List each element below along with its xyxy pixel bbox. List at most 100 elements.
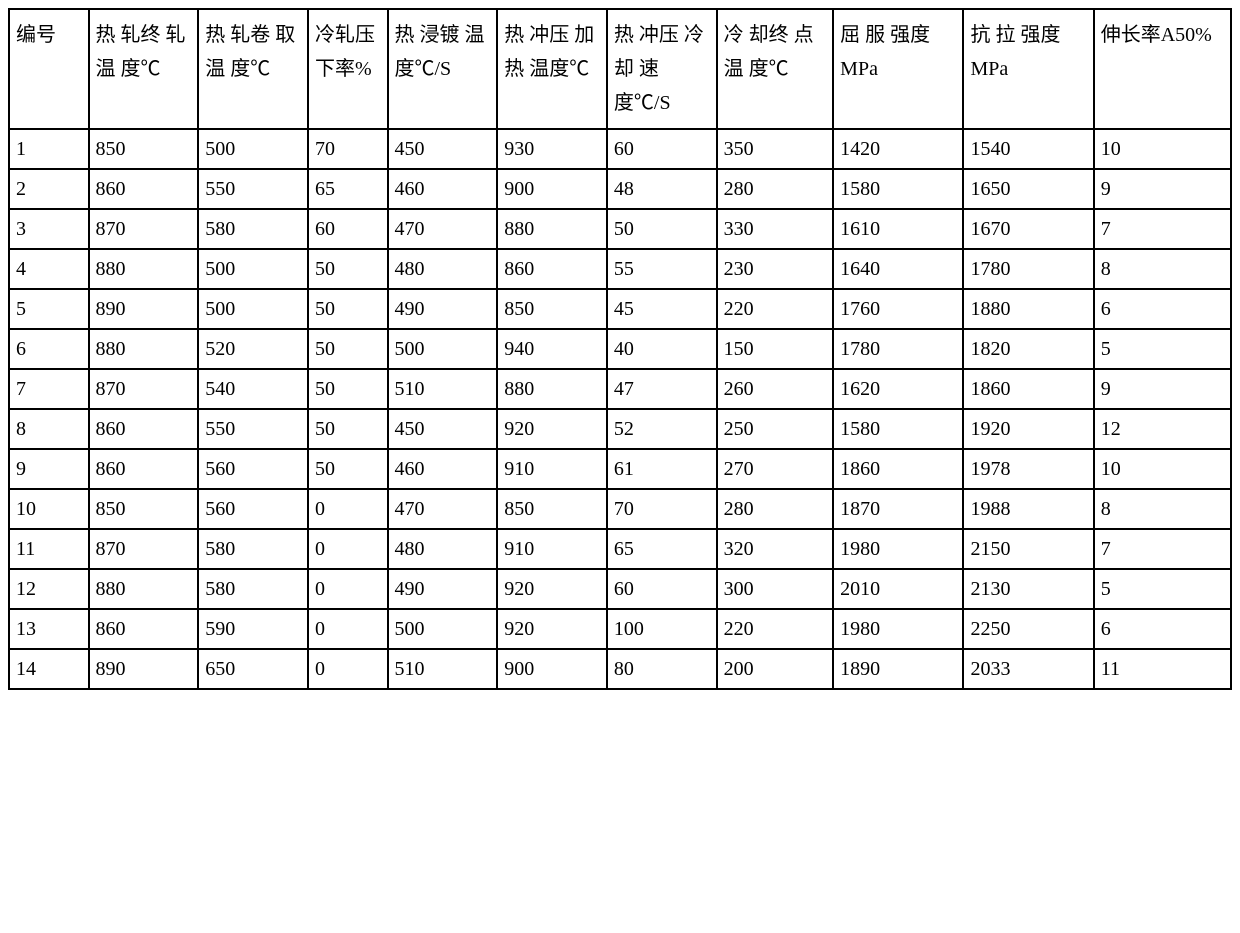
table-cell: 560: [198, 489, 308, 529]
table-cell: 920: [497, 409, 607, 449]
table-cell: 470: [388, 489, 498, 529]
table-cell: 890: [89, 649, 199, 689]
table-row: 12880580049092060300201021305: [9, 569, 1231, 609]
table-cell: 230: [717, 249, 834, 289]
table-cell: 2250: [963, 609, 1093, 649]
header-cell: 热 冲压 加热 温度℃: [497, 9, 607, 129]
table-cell: 50: [308, 449, 388, 489]
table-cell: 890: [89, 289, 199, 329]
table-cell: 10: [9, 489, 89, 529]
table-cell: 1760: [833, 289, 963, 329]
header-cell: 冷轧压下率%: [308, 9, 388, 129]
table-row: 185050070450930603501420154010: [9, 129, 1231, 169]
table-cell: 350: [717, 129, 834, 169]
table-cell: 460: [388, 449, 498, 489]
table-cell: 0: [308, 529, 388, 569]
table-cell: 10: [1094, 129, 1231, 169]
header-cell: 冷 却终 点温 度℃: [717, 9, 834, 129]
table-cell: 8: [1094, 489, 1231, 529]
table-cell: 2: [9, 169, 89, 209]
table-cell: 50: [308, 289, 388, 329]
table-cell: 3: [9, 209, 89, 249]
table-cell: 1980: [833, 529, 963, 569]
table-cell: 9: [1094, 169, 1231, 209]
table-row: 10850560047085070280187019888: [9, 489, 1231, 529]
header-cell: 热 冲压 冷却 速度℃/S: [607, 9, 717, 129]
table-cell: 510: [388, 369, 498, 409]
table-cell: 48: [607, 169, 717, 209]
table-cell: 65: [607, 529, 717, 569]
header-cell: 热 轧终 轧温 度℃: [89, 9, 199, 129]
table-cell: 9: [9, 449, 89, 489]
table-cell: 60: [308, 209, 388, 249]
table-cell: 1610: [833, 209, 963, 249]
table-cell: 6: [9, 329, 89, 369]
table-cell: 540: [198, 369, 308, 409]
table-cell: 5: [1094, 569, 1231, 609]
table-cell: 260: [717, 369, 834, 409]
table-cell: 650: [198, 649, 308, 689]
table-cell: 910: [497, 449, 607, 489]
header-cell: 编号: [9, 9, 89, 129]
table-cell: 900: [497, 169, 607, 209]
table-cell: 1: [9, 129, 89, 169]
table-cell: 11: [1094, 649, 1231, 689]
table-cell: 930: [497, 129, 607, 169]
table-cell: 11: [9, 529, 89, 569]
table-cell: 70: [308, 129, 388, 169]
table-cell: 1860: [963, 369, 1093, 409]
table-cell: 870: [89, 529, 199, 569]
table-cell: 1860: [833, 449, 963, 489]
table-cell: 1890: [833, 649, 963, 689]
table-cell: 880: [89, 249, 199, 289]
table-cell: 470: [388, 209, 498, 249]
table-cell: 280: [717, 169, 834, 209]
table-cell: 500: [198, 249, 308, 289]
table-cell: 520: [198, 329, 308, 369]
table-cell: 9: [1094, 369, 1231, 409]
table-cell: 450: [388, 129, 498, 169]
table-cell: 550: [198, 169, 308, 209]
table-row: 148906500510900802001890203311: [9, 649, 1231, 689]
table-cell: 880: [497, 369, 607, 409]
table-cell: 7: [9, 369, 89, 409]
table-cell: 860: [497, 249, 607, 289]
table-cell: 510: [388, 649, 498, 689]
table-cell: 6: [1094, 289, 1231, 329]
table-cell: 1780: [963, 249, 1093, 289]
table-cell: 300: [717, 569, 834, 609]
table-cell: 7: [1094, 209, 1231, 249]
table-cell: 270: [717, 449, 834, 489]
table-cell: 13: [9, 609, 89, 649]
table-cell: 860: [89, 609, 199, 649]
table-cell: 860: [89, 409, 199, 449]
table-cell: 12: [1094, 409, 1231, 449]
table-cell: 1420: [833, 129, 963, 169]
header-cell: 热 轧卷 取温 度℃: [198, 9, 308, 129]
table-cell: 490: [388, 569, 498, 609]
table-row: 138605900500920100220198022506: [9, 609, 1231, 649]
table-cell: 60: [607, 129, 717, 169]
table-cell: 14: [9, 649, 89, 689]
table-cell: 65: [308, 169, 388, 209]
table-cell: 900: [497, 649, 607, 689]
table-cell: 460: [388, 169, 498, 209]
table-row: 11870580048091065320198021507: [9, 529, 1231, 569]
table-cell: 500: [388, 329, 498, 369]
table-cell: 1988: [963, 489, 1093, 529]
table-row: 38705806047088050330161016707: [9, 209, 1231, 249]
table-cell: 870: [89, 209, 199, 249]
table-cell: 320: [717, 529, 834, 569]
table-cell: 500: [388, 609, 498, 649]
table-cell: 910: [497, 529, 607, 569]
table-cell: 61: [607, 449, 717, 489]
table-cell: 550: [198, 409, 308, 449]
table-cell: 580: [198, 529, 308, 569]
table-cell: 200: [717, 649, 834, 689]
table-cell: 330: [717, 209, 834, 249]
table-cell: 1780: [833, 329, 963, 369]
table-cell: 8: [1094, 249, 1231, 289]
table-cell: 0: [308, 609, 388, 649]
table-cell: 1920: [963, 409, 1093, 449]
table-cell: 5: [1094, 329, 1231, 369]
